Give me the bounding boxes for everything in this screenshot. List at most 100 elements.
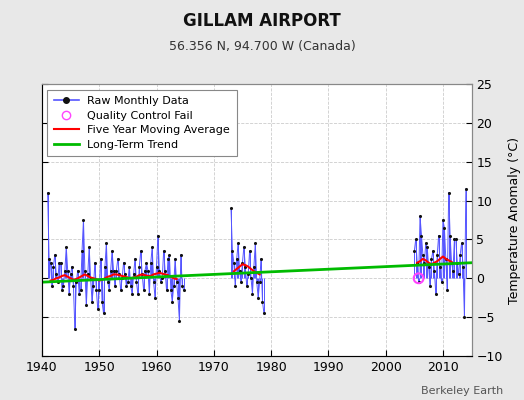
Point [51, 252, 59, 258]
Point [235, 267, 244, 274]
Point [247, 275, 255, 282]
Point [420, 260, 429, 266]
Point [462, 186, 470, 192]
Point [149, 279, 158, 285]
Point [114, 256, 122, 262]
Point [442, 256, 450, 262]
Point [449, 267, 457, 274]
Point [230, 260, 238, 266]
Point [238, 260, 247, 266]
Point [62, 244, 70, 250]
Point [137, 248, 145, 254]
Point [257, 256, 265, 262]
Point [237, 279, 245, 285]
Point [248, 291, 257, 297]
Point [85, 244, 93, 250]
Point [78, 248, 86, 254]
Point [79, 217, 88, 223]
Point [243, 283, 251, 289]
Point [253, 279, 261, 285]
Point [161, 267, 169, 274]
Point [254, 294, 263, 301]
Point [134, 291, 142, 297]
Point [55, 260, 63, 266]
Point [155, 267, 163, 274]
Point [245, 248, 254, 254]
Point [429, 248, 437, 254]
Point [145, 291, 154, 297]
Point [91, 260, 99, 266]
Point [459, 264, 467, 270]
Point [456, 252, 464, 258]
Point [98, 298, 106, 305]
Point [241, 264, 249, 270]
Point [233, 256, 241, 262]
Point [125, 264, 134, 270]
Point [77, 287, 85, 293]
Point [450, 236, 458, 243]
Point [453, 260, 462, 266]
Y-axis label: Temperature Anomaly (°C): Temperature Anomaly (°C) [508, 136, 521, 304]
Point [45, 256, 53, 262]
Point [436, 264, 444, 270]
Point [118, 275, 126, 282]
Point [111, 283, 119, 289]
Point [234, 240, 242, 246]
Point [116, 287, 125, 293]
Point [141, 267, 149, 274]
Point [89, 283, 97, 289]
Point [104, 279, 112, 285]
Point [48, 283, 56, 289]
Point [171, 256, 179, 262]
Point [426, 283, 434, 289]
Point [124, 279, 132, 285]
Point [65, 291, 73, 297]
Point [94, 306, 102, 312]
Point [144, 267, 152, 274]
Point [251, 240, 259, 246]
Point [446, 232, 454, 239]
Point [126, 283, 135, 289]
Point [417, 232, 425, 239]
Point [148, 244, 156, 250]
Point [414, 279, 423, 285]
Point [71, 326, 79, 332]
Point [228, 248, 237, 254]
Text: 56.356 N, 94.700 W (Canada): 56.356 N, 94.700 W (Canada) [169, 40, 355, 53]
Point [231, 283, 239, 289]
Point [457, 240, 466, 246]
Point [180, 287, 188, 293]
Point [68, 264, 76, 270]
Point [61, 267, 69, 274]
Point [106, 267, 115, 274]
Point [75, 291, 83, 297]
Point [452, 236, 460, 243]
Point [165, 252, 173, 258]
Point [139, 287, 148, 293]
Point [434, 232, 443, 239]
Point [129, 271, 138, 278]
Point [157, 279, 165, 285]
Point [121, 271, 129, 278]
Point [132, 279, 140, 285]
Point [83, 271, 92, 278]
Point [92, 287, 101, 293]
Point [100, 310, 108, 316]
Point [43, 190, 52, 196]
Point [413, 260, 421, 266]
Point [427, 256, 435, 262]
Point [438, 279, 446, 285]
Point [162, 287, 171, 293]
Point [447, 260, 456, 266]
Point [101, 264, 109, 270]
Point [112, 267, 121, 274]
Point [419, 252, 427, 258]
Point [169, 283, 178, 289]
Point [164, 256, 172, 262]
Point [52, 271, 60, 278]
Point [63, 267, 72, 274]
Point [82, 302, 91, 309]
Point [178, 283, 187, 289]
Point [410, 248, 419, 254]
Point [143, 260, 151, 266]
